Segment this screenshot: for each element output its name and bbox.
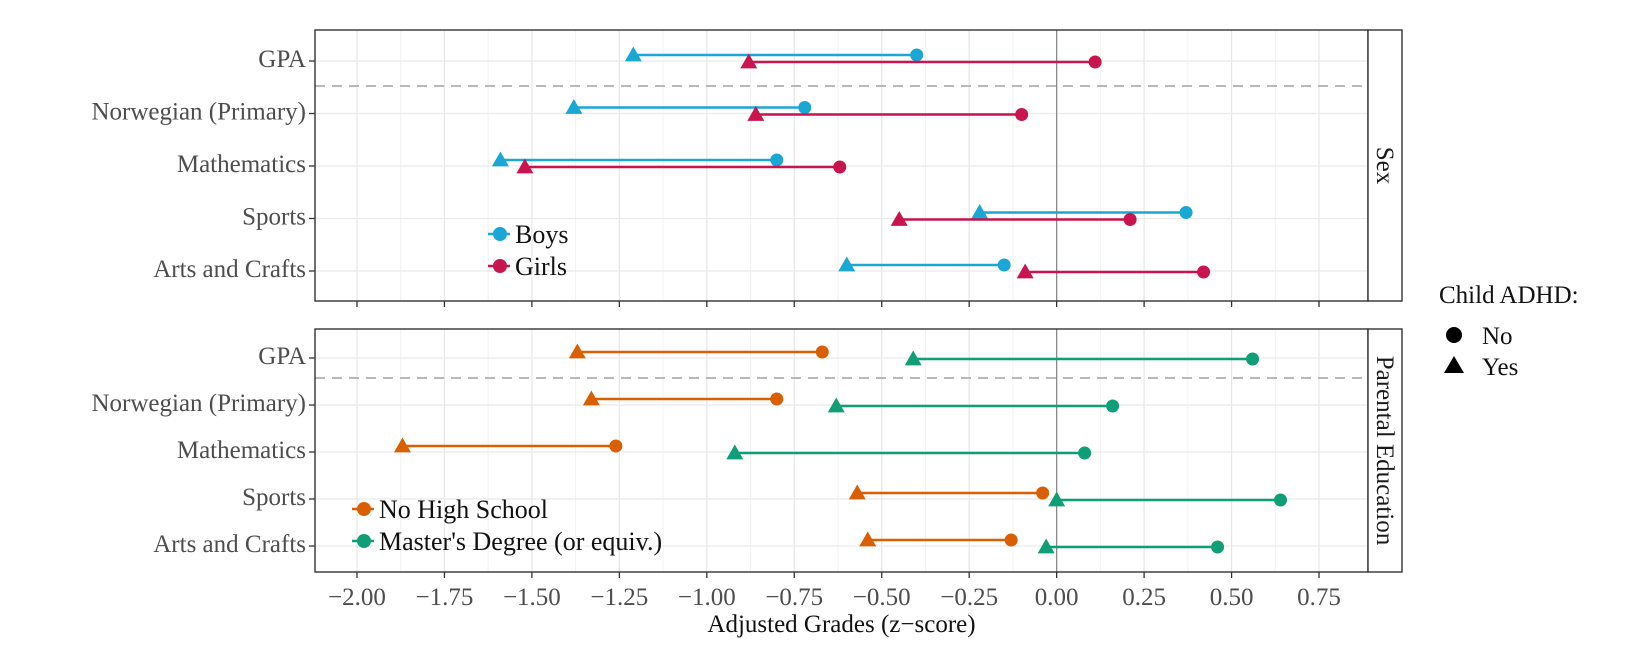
y-tick-label: Sports <box>242 204 306 231</box>
y-tick-label: GPA <box>258 46 306 73</box>
point-adhd <box>1037 538 1055 554</box>
x-tick-label: 0.75 <box>1297 584 1341 611</box>
point-no-adhd <box>1078 446 1092 460</box>
y-tick-label: Mathematics <box>177 437 306 464</box>
point-adhd <box>904 350 922 366</box>
point-no-adhd <box>770 392 784 406</box>
x-tick-label: 0.25 <box>1122 584 1166 611</box>
shape-legend-triangle <box>1444 356 1464 373</box>
point-adhd <box>624 46 642 62</box>
y-tick-label: Mathematics <box>177 151 306 178</box>
x-tick-label: 0.00 <box>1035 584 1079 611</box>
point-adhd <box>565 99 583 114</box>
point-adhd <box>971 204 989 219</box>
point-no-adhd <box>1211 540 1225 554</box>
point-adhd <box>1048 491 1066 507</box>
x-axis-title: Adjusted Grades (z−score) <box>707 611 975 638</box>
point-adhd <box>838 256 856 272</box>
point-adhd <box>726 444 744 460</box>
legend-key-point <box>493 227 507 241</box>
y-tick-label: Norwegian (Primary) <box>91 99 306 126</box>
legend-label: No High School <box>379 495 548 524</box>
shape-legend-label: Yes <box>1482 354 1518 381</box>
facet-strip <box>1367 29 1403 302</box>
point-adhd <box>568 343 586 359</box>
y-tick-label: Arts and Crafts <box>153 531 306 558</box>
panel-background <box>315 329 1368 572</box>
point-no-adhd <box>1179 206 1193 219</box>
point-no-adhd <box>1246 352 1260 366</box>
point-adhd <box>827 397 845 413</box>
facet-strip <box>1367 328 1403 573</box>
x-tick-label: −1.75 <box>416 584 474 611</box>
point-no-adhd <box>609 439 623 453</box>
point-adhd <box>890 211 908 226</box>
y-tick-label: Sports <box>242 484 306 511</box>
point-adhd <box>491 151 509 167</box>
point-no-adhd <box>910 48 924 62</box>
point-no-adhd <box>1197 265 1211 279</box>
shape-legend-circle <box>1446 327 1462 343</box>
facet-strip-label: Sex <box>1371 147 1398 185</box>
point-no-adhd <box>833 160 847 174</box>
x-tick-label: 0.50 <box>1210 584 1254 611</box>
x-tick-label: −0.25 <box>940 584 998 611</box>
facet-strip-label: Parental Education <box>1371 356 1398 546</box>
point-no-adhd <box>1106 399 1120 413</box>
x-tick-label: −1.50 <box>503 584 561 611</box>
shape-legend-title: Child ADHD: <box>1439 282 1579 309</box>
x-tick-label: −1.25 <box>590 584 648 611</box>
x-tick-label: −2.00 <box>328 584 386 611</box>
point-no-adhd <box>1123 213 1137 226</box>
point-no-adhd <box>1088 55 1102 69</box>
point-no-adhd <box>1036 486 1050 500</box>
point-adhd <box>393 437 411 453</box>
point-no-adhd <box>798 101 812 114</box>
point-no-adhd <box>1274 493 1288 507</box>
point-adhd <box>859 531 877 547</box>
shape-legend-label: No <box>1482 323 1513 350</box>
y-tick-label: Arts and Crafts <box>153 256 306 283</box>
point-adhd <box>747 106 765 121</box>
point-no-adhd <box>770 153 784 167</box>
legend-label: Master's Degree (or equiv.) <box>379 527 662 556</box>
legend-key-point <box>357 502 371 516</box>
legend-label: Boys <box>515 220 568 249</box>
legend-label: Girls <box>515 252 567 281</box>
point-adhd <box>1016 263 1034 279</box>
point-no-adhd <box>815 345 829 359</box>
x-tick-label: −0.50 <box>853 584 911 611</box>
point-adhd <box>516 158 534 174</box>
point-no-adhd <box>1015 108 1029 121</box>
x-tick-label: −0.75 <box>765 584 823 611</box>
legend-key-point <box>493 259 507 273</box>
y-tick-label: GPA <box>258 343 306 370</box>
point-adhd <box>582 390 600 406</box>
point-adhd <box>740 53 758 69</box>
legend-key-point <box>357 534 371 548</box>
x-tick-label: −1.00 <box>678 584 736 611</box>
point-adhd <box>848 484 866 500</box>
point-no-adhd <box>997 258 1011 272</box>
y-tick-label: Norwegian (Primary) <box>91 390 306 417</box>
point-no-adhd <box>1004 533 1018 547</box>
